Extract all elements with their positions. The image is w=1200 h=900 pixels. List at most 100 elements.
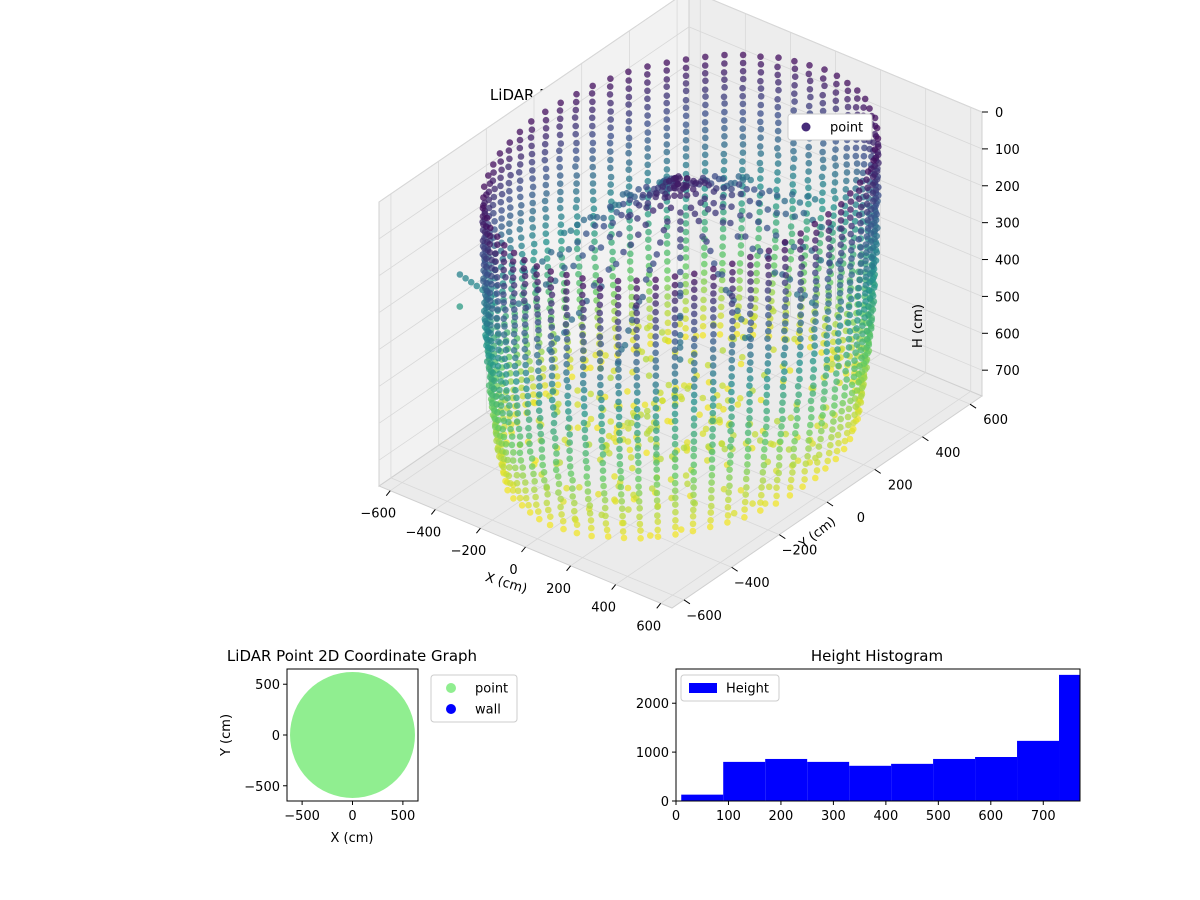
- data-point: [536, 391, 543, 398]
- data-point: [682, 96, 690, 104]
- data-point: [687, 204, 695, 212]
- data-point: [671, 440, 679, 448]
- data-point: [565, 246, 573, 253]
- data-point: [644, 153, 651, 160]
- data-point: [856, 276, 864, 284]
- data-point: [494, 416, 502, 424]
- data-point: [524, 409, 531, 416]
- data-point: [625, 425, 632, 432]
- data-point: [794, 415, 801, 422]
- data-point: [563, 344, 571, 352]
- data-point: [618, 505, 626, 512]
- data-point: [486, 249, 494, 256]
- data-point: [690, 415, 698, 422]
- data-point: [866, 105, 873, 112]
- data-point: [540, 365, 547, 372]
- data-point: [635, 489, 643, 497]
- data-point: [747, 359, 754, 366]
- data-point: [690, 383, 698, 391]
- data-point: [833, 72, 841, 80]
- data-point: [644, 79, 651, 86]
- data-point: [504, 456, 511, 464]
- data-point: [767, 440, 774, 448]
- data-point: [835, 439, 842, 447]
- data-point: [573, 196, 581, 204]
- data-point: [502, 379, 510, 387]
- data-point: [779, 399, 786, 407]
- data-point: [709, 370, 717, 377]
- data-point: [763, 375, 771, 383]
- axis-tick: [566, 565, 571, 572]
- data-point: [845, 405, 853, 413]
- legend-3d-label: point: [830, 121, 863, 136]
- data-point: [462, 275, 469, 282]
- data-point: [869, 181, 876, 189]
- data-point: [857, 203, 865, 211]
- data-point: [607, 108, 614, 115]
- data-point: [746, 197, 754, 205]
- data-point: [725, 496, 732, 504]
- data-point: [547, 284, 555, 291]
- data-point: [653, 427, 660, 435]
- y-tick-label-hist: 1000: [636, 746, 669, 761]
- data-point: [682, 72, 690, 80]
- data-point: [855, 211, 863, 219]
- data-point: [790, 243, 798, 251]
- data-point: [525, 432, 533, 440]
- data-point: [807, 405, 815, 413]
- data-point: [813, 467, 821, 474]
- histogram-bar: [765, 758, 808, 801]
- data-point: [699, 430, 707, 438]
- data-point: [616, 453, 623, 460]
- data-point: [542, 205, 549, 213]
- data-point: [521, 329, 528, 337]
- data-point: [782, 312, 789, 320]
- data-point: [821, 388, 828, 395]
- data-point: [671, 433, 679, 441]
- data-point: [596, 357, 604, 365]
- data-point: [609, 248, 616, 256]
- data-point: [642, 276, 650, 283]
- data-point: [837, 415, 844, 423]
- data-point: [736, 268, 744, 275]
- data-point: [690, 286, 698, 294]
- data-point: [818, 197, 826, 205]
- grid-line: [688, 26, 983, 150]
- data-point: [552, 458, 560, 466]
- data-point: [824, 457, 831, 465]
- data-point: [633, 398, 641, 405]
- data-point: [837, 306, 844, 313]
- data-point: [590, 205, 598, 212]
- data-point: [839, 399, 846, 407]
- data-point: [644, 407, 651, 415]
- data-point: [738, 225, 745, 232]
- data-point: [671, 273, 679, 280]
- data-point: [683, 175, 691, 182]
- data-point: [704, 404, 712, 411]
- data-point: [789, 181, 796, 188]
- data-point: [597, 365, 604, 372]
- data-point: [653, 497, 661, 504]
- data-point: [798, 254, 805, 262]
- data-point: [791, 82, 798, 89]
- data-point: [506, 410, 513, 417]
- data-point: [746, 366, 754, 374]
- data-point: [575, 270, 582, 278]
- data-point: [838, 249, 845, 257]
- data-point: [857, 393, 865, 400]
- y-tick-label-hist: 0: [661, 795, 669, 810]
- data-point: [721, 445, 729, 453]
- data-point: [862, 273, 870, 281]
- data-point: [490, 193, 498, 201]
- data-point: [601, 504, 609, 512]
- data-point: [652, 292, 659, 300]
- data-point: [663, 116, 671, 123]
- data-point: [797, 279, 805, 286]
- data-point: [823, 332, 830, 339]
- data-point: [596, 285, 604, 292]
- data-point: [633, 350, 641, 357]
- data-point: [729, 333, 736, 341]
- data-point: [844, 360, 852, 367]
- data-point: [716, 416, 723, 424]
- data-point: [773, 209, 781, 217]
